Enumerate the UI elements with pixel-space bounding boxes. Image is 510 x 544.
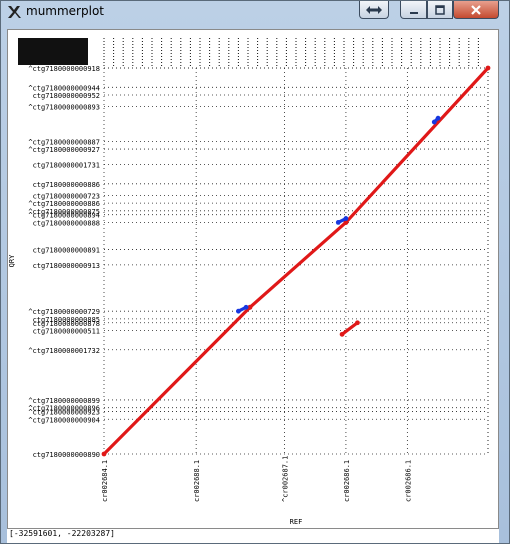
forward-match-segment xyxy=(248,220,348,309)
cursor-coordinates: [-32591601, -22203287] xyxy=(9,529,115,538)
overlapping-label-block xyxy=(18,38,479,66)
match-endpoint xyxy=(435,115,441,121)
y-tick-label: ctg7180000000878 xyxy=(33,320,100,328)
y-tick-label: ^ctg7180000000904 xyxy=(28,416,100,424)
y-tick-label: ctg7180000000886 xyxy=(33,181,100,189)
y-tick-label: ^ctg7180000001732 xyxy=(28,347,100,355)
stacked-tick-label xyxy=(18,41,88,44)
match-endpoint xyxy=(343,220,349,225)
forward-match-segment xyxy=(102,305,252,456)
stacked-tick-label xyxy=(18,44,88,47)
match-endpoint xyxy=(236,308,241,314)
match-endpoint xyxy=(101,451,107,457)
y-tick-label: ^ctg7180000000893 xyxy=(28,104,100,112)
x11-app-icon xyxy=(8,6,21,18)
x-axis-label: REF xyxy=(290,518,303,526)
x-tick-label: cr002684.1 xyxy=(101,460,109,502)
stacked-tick-label xyxy=(18,59,88,62)
dot-plot-canvas[interactable]: ^ctg7180000000918 ^ctg7180000000944 ctg718… xyxy=(7,29,499,529)
y-tick-label: ctg7180000000888 xyxy=(33,219,100,227)
y-tick-label: ^ctg7180000000923 xyxy=(28,409,100,417)
match-endpoint xyxy=(243,304,249,310)
dot-plot[interactable]: ^ctg7180000000918^ctg7180000000944ctg718… xyxy=(8,30,498,528)
close-button[interactable] xyxy=(453,1,499,19)
match-endpoint xyxy=(343,216,349,221)
y-tick-label: ctg7180000000890 xyxy=(33,451,100,459)
match-endpoint xyxy=(355,320,360,326)
y-tick-label: ^ctg7180000000886 xyxy=(28,200,100,208)
forward-match-segment xyxy=(344,66,490,224)
maximize-button[interactable] xyxy=(427,1,453,19)
resize-arrows-button[interactable] xyxy=(359,1,389,19)
y-tick-label: ctg7180000000723 xyxy=(33,192,100,200)
y-tick-label: ctg7180000000885 xyxy=(33,316,100,324)
y-tick-label: ctg7180000000891 xyxy=(33,246,100,254)
match-endpoint xyxy=(335,220,341,225)
minimize-button[interactable] xyxy=(400,1,427,19)
double-arrow-icon xyxy=(366,5,382,14)
y-tick-label: ctg7180000000913 xyxy=(33,262,100,270)
minimize-icon xyxy=(409,11,418,14)
match-endpoint xyxy=(431,119,437,125)
window-title: mummerplot xyxy=(26,4,104,18)
y-axis-label: QRY xyxy=(8,254,16,267)
y-tick-label: ctg7180000001731 xyxy=(33,162,100,170)
y-tick-label: ^ctg7180000000729 xyxy=(28,308,100,316)
close-icon xyxy=(471,4,481,15)
stacked-tick-label xyxy=(18,47,88,50)
match-endpoint xyxy=(247,304,253,310)
x-tick-label: cr002686.1 xyxy=(343,460,351,502)
x-tick-label: cr002688.1 xyxy=(193,460,201,502)
stacked-tick-label xyxy=(18,38,88,41)
status-bar: [-32591601, -22203287] xyxy=(7,529,499,543)
stacked-tick-label xyxy=(18,53,88,56)
title-bar[interactable]: mummerplot xyxy=(1,1,509,23)
y-tick-label: ^ctg7180000000887 xyxy=(28,138,100,146)
y-tick-label: ^ctg7180000000894 xyxy=(28,212,100,220)
match-endpoint xyxy=(339,331,345,337)
y-tick-label: ctg7180000000952 xyxy=(33,92,100,100)
x-tick-label: ^cr002687.1 xyxy=(281,456,289,502)
y-tick-label: ^ctg7180000000899 xyxy=(28,397,100,405)
y-tick-label: ^ctg7180000000875 xyxy=(28,208,100,216)
y-tick-label: ^ctg7180000000927 xyxy=(28,146,100,154)
y-tick-label: ctg7180000000511 xyxy=(33,327,100,335)
y-tick-label: ^ctg7180000000944 xyxy=(28,84,100,92)
stacked-tick-label xyxy=(18,62,88,65)
stacked-tick-label xyxy=(18,50,88,53)
y-tick-label: ^ctg7180000000918 xyxy=(28,65,100,73)
y-tick-label: ^ctg7180000000896 xyxy=(28,405,100,413)
stacked-tick-label xyxy=(18,56,88,59)
maximize-icon xyxy=(435,4,445,15)
x-tick-label: cr002686.1 xyxy=(404,460,412,502)
forward-match-segment xyxy=(340,321,360,336)
match-endpoint xyxy=(485,65,491,71)
